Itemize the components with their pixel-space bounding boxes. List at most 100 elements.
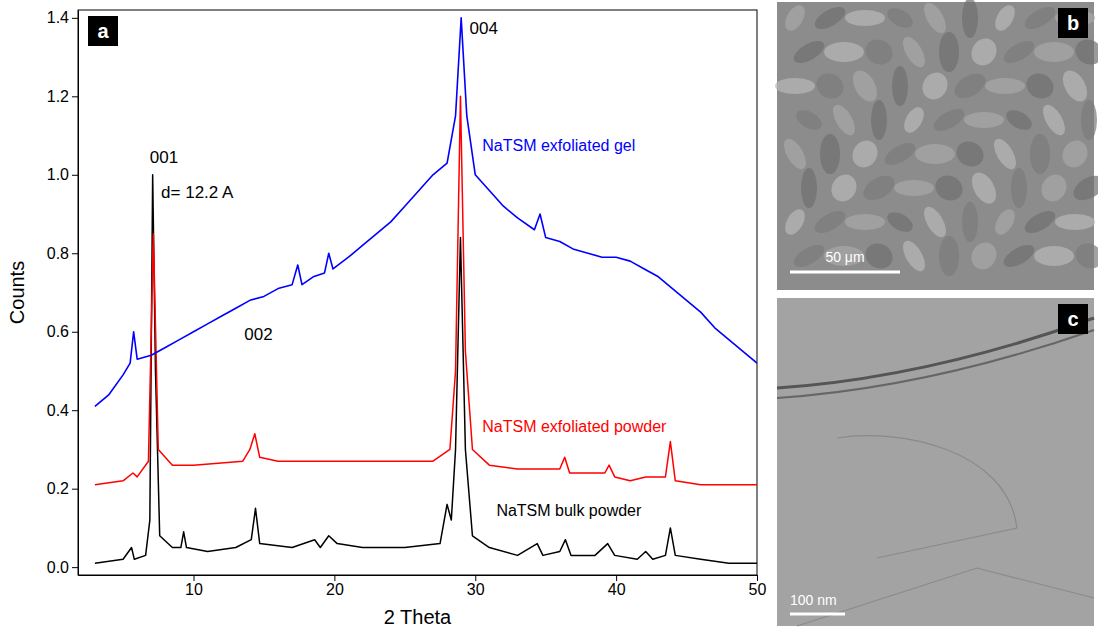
y-tick: 0.4 <box>47 402 78 419</box>
texture <box>1069 171 1098 205</box>
y-tick: 1.0 <box>47 166 78 183</box>
y-tick: 0.0 <box>47 559 78 576</box>
y-tick-label: 0.2 <box>47 480 69 497</box>
x-tick-mark <box>475 575 476 581</box>
texture <box>967 34 1002 70</box>
y-tick-mark <box>72 18 78 19</box>
texture <box>967 238 1002 274</box>
texture <box>1021 3 1058 34</box>
series-line <box>95 96 757 484</box>
series-label: NaTSM exfoliated gel <box>482 137 635 154</box>
texture <box>824 246 864 266</box>
texture <box>811 207 848 238</box>
texture <box>1081 100 1097 140</box>
peak-annotation: 004 <box>470 19 498 38</box>
peak-annotation: d= 12.2 A <box>161 183 234 202</box>
texture <box>920 203 951 240</box>
scale-bar-label: 50 μm <box>825 249 864 265</box>
x-tick-mark <box>757 575 758 581</box>
y-tick: 0.8 <box>47 245 78 262</box>
y-axis: 0.0 0.2 0.4 0.6 0.8 1.0 1.2 1.4 <box>47 9 79 575</box>
panel-letter: c <box>1058 304 1088 334</box>
texture <box>1021 207 1058 238</box>
texture <box>797 568 1094 626</box>
texture <box>812 69 848 104</box>
y-tick: 0.6 <box>47 323 78 340</box>
x-axis: 1020304050 <box>79 575 767 598</box>
x-tick: 20 <box>326 575 344 598</box>
texture <box>811 3 848 34</box>
texture <box>777 318 1094 388</box>
texture <box>1034 42 1074 62</box>
micrograph: 100 nm <box>777 298 1094 626</box>
texture <box>827 170 862 206</box>
texture <box>790 37 827 68</box>
texture <box>775 78 815 94</box>
texture <box>967 168 1001 207</box>
figure: 10203040500.00.20.40.60.81.01.21.42 Thet… <box>0 0 1098 634</box>
texture <box>962 202 978 242</box>
texture <box>845 214 885 230</box>
x-tick: 10 <box>185 575 203 598</box>
panel-letter: b <box>1058 8 1088 38</box>
x-tick-mark <box>616 575 617 581</box>
texture <box>781 2 809 34</box>
texture <box>884 208 916 236</box>
image-area <box>777 298 1094 626</box>
texture <box>781 206 809 238</box>
y-tick-label: 0.6 <box>47 323 69 340</box>
x-axis-line <box>79 575 758 576</box>
y-tick-label: 0.8 <box>47 245 69 262</box>
peak-annotation: 001 <box>150 148 178 167</box>
y-tick: 0.2 <box>47 480 78 497</box>
y-tick-label: 0.0 <box>47 559 69 576</box>
texture <box>985 78 1025 94</box>
texture <box>790 241 827 272</box>
x-tick-label: 50 <box>749 581 767 598</box>
panel-letter-text: c <box>1067 308 1078 330</box>
scale-bar <box>790 271 900 274</box>
x-tick: 30 <box>467 575 485 598</box>
scale-bar-label: 100 nm <box>790 592 837 608</box>
x-tick-label: 10 <box>185 581 203 598</box>
texture <box>991 2 1019 34</box>
y-tick-mark <box>72 96 78 97</box>
texture <box>881 139 918 170</box>
texture <box>894 180 934 196</box>
texture <box>793 106 825 134</box>
x-tick: 50 <box>749 575 767 598</box>
y-tick-label: 1.2 <box>47 88 69 105</box>
texture <box>899 237 930 274</box>
y-tick-label: 1.4 <box>47 9 69 26</box>
texture <box>899 33 930 70</box>
texture <box>848 136 883 172</box>
labels: NaTSM bulk powderNaTSM exfoliated powder… <box>150 19 667 520</box>
y-tick-label: 0.4 <box>47 402 69 419</box>
image-area <box>777 2 1094 290</box>
y-tick-mark <box>72 175 78 176</box>
series-label: NaTSM exfoliated powder <box>482 418 667 435</box>
texture <box>962 0 978 38</box>
texture <box>1071 239 1098 274</box>
texture <box>1039 101 1070 138</box>
panel-letter-box <box>88 16 118 46</box>
x-tick-mark <box>194 575 195 581</box>
texture <box>991 206 1019 238</box>
texture <box>1071 35 1098 70</box>
scale-bar <box>790 613 845 616</box>
texture <box>1000 37 1037 68</box>
y-tick-label: 1.0 <box>47 166 69 183</box>
texture <box>1037 170 1072 206</box>
panel-letter-box <box>1058 304 1088 334</box>
texture <box>931 171 967 206</box>
x-tick-label: 30 <box>467 581 485 598</box>
panel-letter-text: a <box>97 20 109 42</box>
texture <box>777 330 1094 398</box>
texture <box>845 10 885 26</box>
texture <box>952 137 988 172</box>
texture <box>920 0 951 37</box>
panel-letter-box <box>1058 8 1088 38</box>
peak-annotation: 002 <box>244 325 272 344</box>
texture <box>900 104 928 136</box>
x-tick-label: 20 <box>326 581 344 598</box>
